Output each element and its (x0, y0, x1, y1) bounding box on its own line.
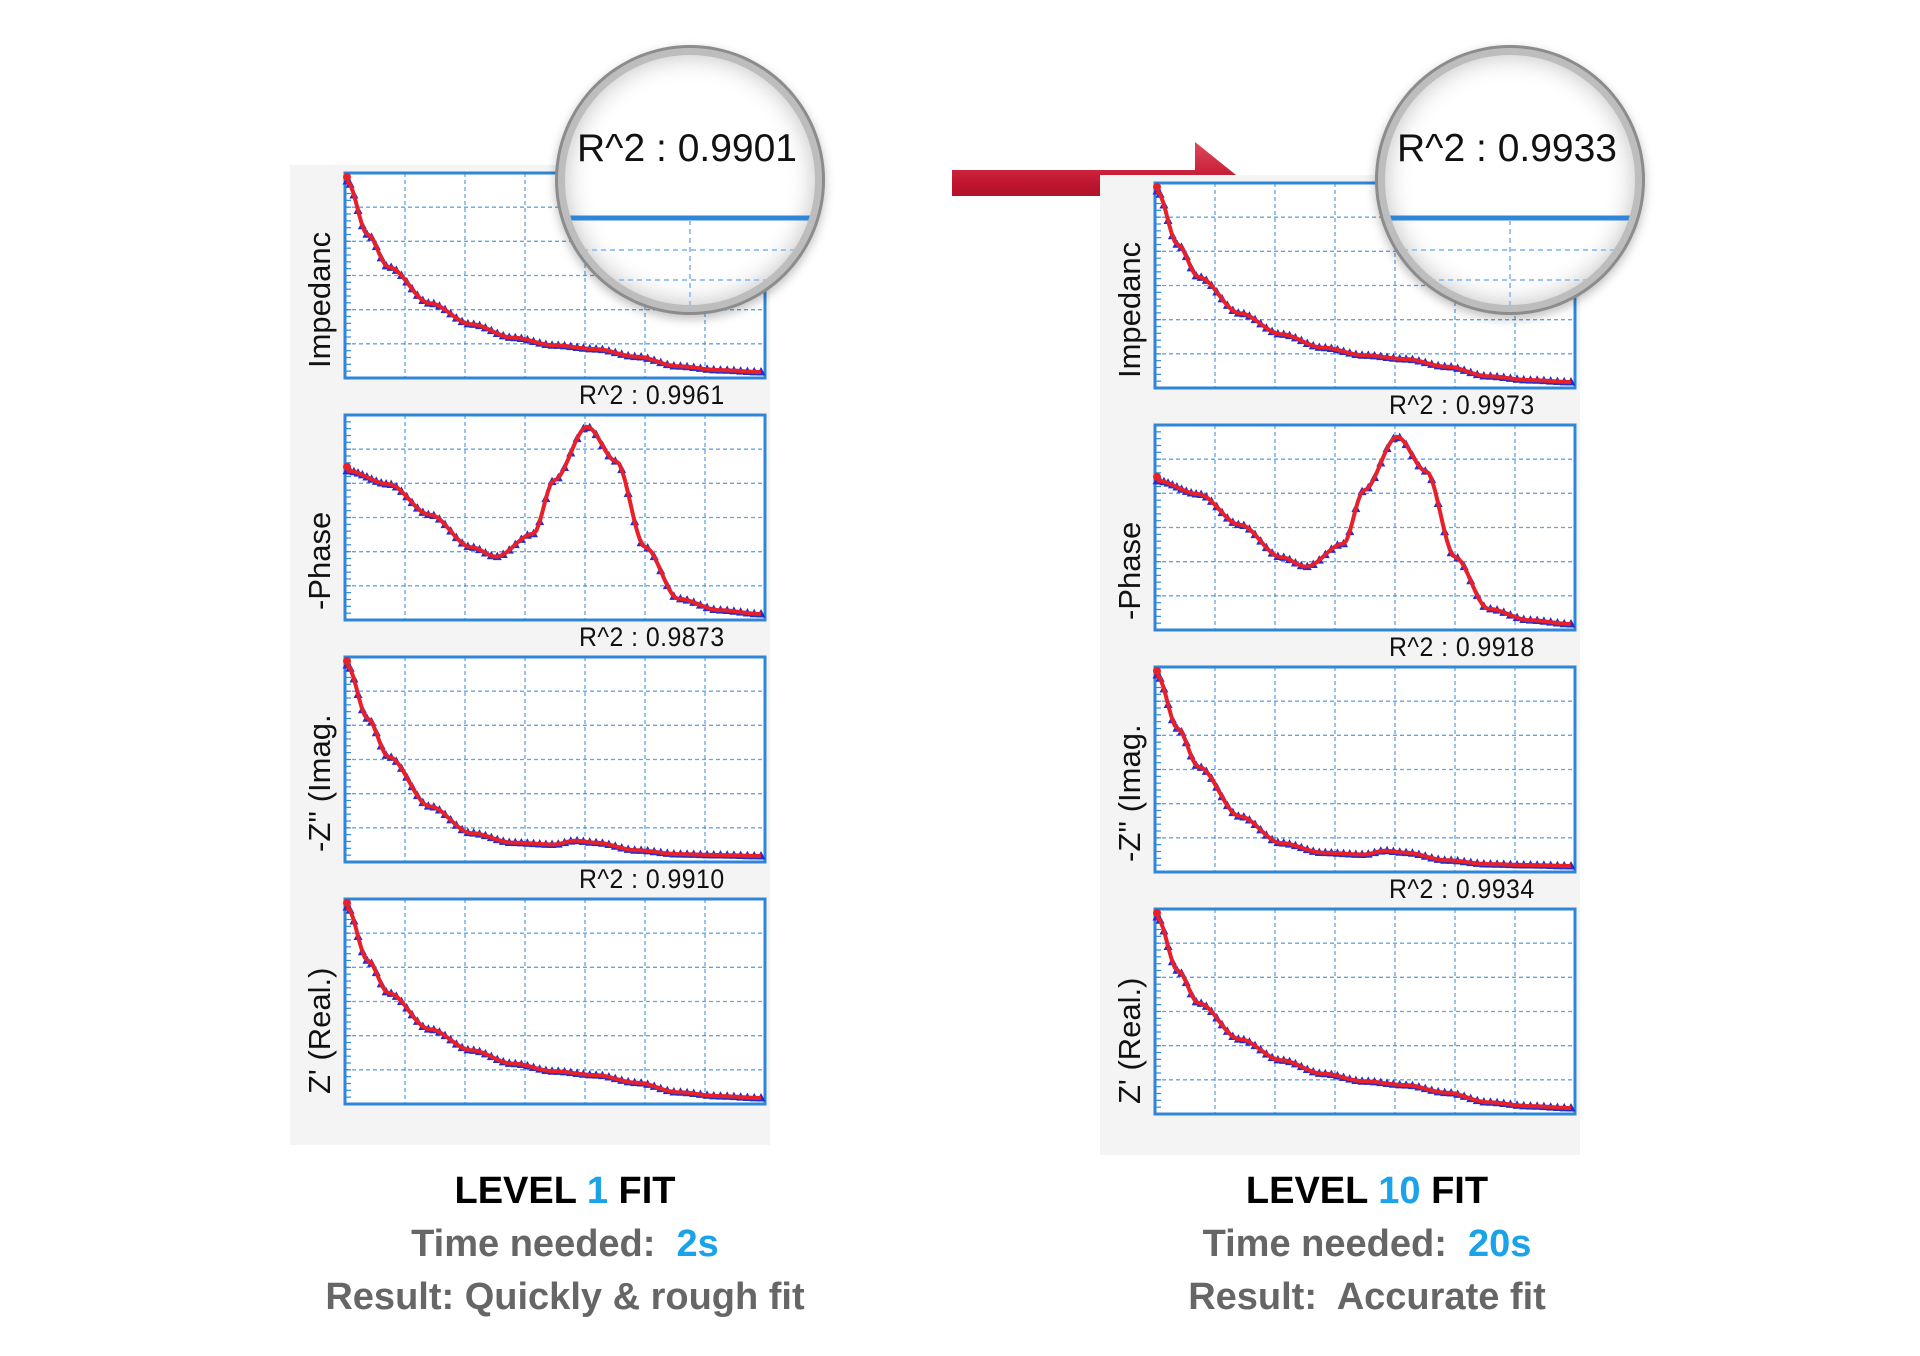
start-marker (1153, 183, 1161, 191)
start-marker (343, 657, 351, 665)
chart-z-real (342, 896, 768, 1107)
fit-line (345, 179, 761, 374)
magnified-r2: R^2 : 0.9933 (1397, 127, 1617, 170)
time-needed: Time needed: 2s (411, 1223, 719, 1265)
caption-left: LEVEL 1 FIT Time needed: 2s Result: Quic… (265, 1170, 865, 1319)
level-1-fit-panel: Impedanc R^2 : 0.9961 -Phase R^2 : 0.9873 -Z… (290, 165, 770, 1145)
y-axis-label: Impedanc (1112, 241, 1147, 378)
chart-svg (342, 655, 767, 864)
chart-phase (342, 412, 768, 623)
level-10-fit-panel: Impedanc R^2 : 0.9973 -Phase R^2 : 0.9918 -Z… (1100, 175, 1580, 1155)
r2-value: R^2 : 0.9973 (1389, 390, 1535, 420)
r2-value: R^2 : 0.9934 (1389, 874, 1535, 904)
chart-svg (1152, 665, 1577, 874)
start-marker (1153, 472, 1161, 481)
y-axis-label: -Z'' (Imag. (302, 713, 337, 852)
magnifier-right: R^2 : 0.9933 (1385, 55, 1635, 305)
start-marker (1153, 667, 1161, 675)
fit-line (345, 905, 761, 1100)
magnified-grid (1385, 215, 1635, 305)
magnified-r2: R^2 : 0.9901 (577, 127, 797, 170)
fit-line (346, 424, 762, 616)
start-marker (1153, 909, 1161, 917)
fit-line (1156, 434, 1572, 626)
result-text: Result: Quickly & rough fit (325, 1276, 805, 1318)
result-text: Result: Accurate fit (1188, 1276, 1546, 1318)
chart-svg (342, 413, 767, 622)
y-axis-label: -Z'' (Imag. (1112, 723, 1147, 862)
fit-line (1155, 673, 1571, 868)
fit-line (1155, 915, 1571, 1110)
chart-svg (1152, 423, 1577, 632)
magnified-grid (565, 215, 815, 305)
r2-value: R^2 : 0.9910 (579, 864, 725, 894)
r2-value: R^2 : 0.9961 (579, 380, 725, 410)
r2-value: R^2 : 0.9918 (1389, 632, 1535, 662)
r2-value: R^2 : 0.9873 (579, 622, 725, 652)
chart-svg (1152, 907, 1577, 1116)
right-arrow-icon (952, 142, 1246, 224)
level-title: LEVEL 10 FIT (1245, 1170, 1489, 1212)
fit-line (1155, 189, 1571, 384)
y-axis-label: -Phase (302, 511, 337, 610)
start-marker (343, 173, 351, 181)
caption-right: LEVEL 10 FIT Time needed: 20s Result: Ac… (1067, 1170, 1667, 1319)
time-needed: Time needed: 20s (1202, 1223, 1532, 1265)
start-marker (343, 462, 351, 471)
y-axis-label: Z' (Real.) (1112, 977, 1147, 1104)
fit-line (345, 663, 761, 858)
chart-svg (342, 897, 767, 1106)
level-title: LEVEL 1 FIT (454, 1170, 676, 1212)
y-axis-label: Impedanc (302, 231, 337, 368)
chart-z-real (1152, 906, 1578, 1117)
chart-z-imag (342, 654, 768, 865)
start-marker (343, 899, 351, 907)
chart-z-imag (1152, 664, 1578, 875)
y-axis-label: -Phase (1112, 521, 1147, 620)
y-axis-label: Z' (Real.) (302, 967, 337, 1094)
chart-phase (1152, 422, 1578, 633)
magnifier-left: R^2 : 0.9901 (565, 55, 815, 305)
